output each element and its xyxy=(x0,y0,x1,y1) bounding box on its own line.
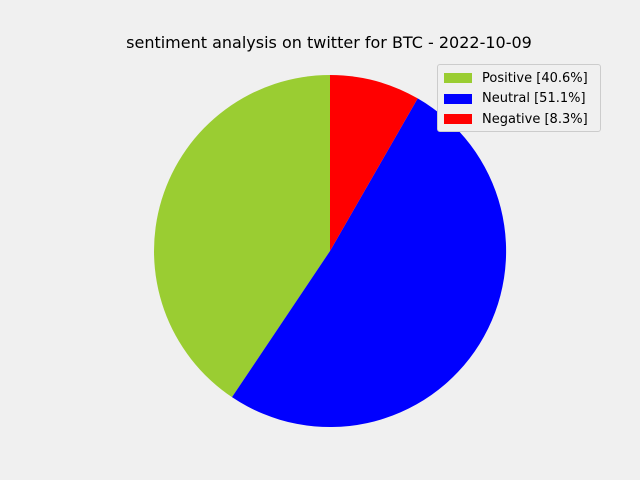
legend-swatch-negative xyxy=(444,114,472,125)
legend-label-positive: Positive [40.6%] xyxy=(482,70,588,86)
legend-swatch-neutral xyxy=(444,93,472,104)
legend-label-neutral: Neutral [51.1%] xyxy=(482,91,586,107)
legend: Positive [40.6%] Neutral [51.1%] Negativ… xyxy=(437,64,601,132)
legend-label-negative: Negative [8.3%] xyxy=(482,111,588,127)
pie-slice-positive xyxy=(154,75,330,398)
pie-slice-negative xyxy=(330,75,418,251)
legend-item-negative: Negative [8.3%] xyxy=(444,109,594,130)
chart-title: sentiment analysis on twitter for BTC - … xyxy=(126,33,532,52)
legend-swatch-positive xyxy=(444,73,472,84)
legend-item-positive: Positive [40.6%] xyxy=(444,68,594,89)
pie-slice-neutral xyxy=(231,98,507,428)
legend-item-neutral: Neutral [51.1%] xyxy=(444,89,594,110)
